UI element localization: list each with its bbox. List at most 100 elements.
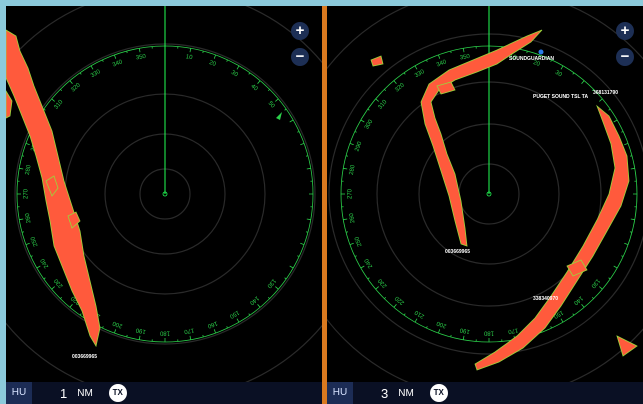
bearing-label: 130: [589, 277, 600, 289]
bearing-tick: [581, 80, 585, 84]
range-unit: NM: [398, 387, 414, 399]
bearing-tick: [550, 326, 552, 329]
bearing-tick: [43, 108, 46, 111]
bearing-tick: [367, 108, 370, 111]
bearing-label: 170: [183, 326, 195, 334]
bearing-tick: [275, 98, 279, 102]
bearing-tick: [226, 59, 228, 62]
bearing-label: 280: [349, 164, 357, 176]
bearing-tick: [630, 167, 635, 170]
bearing-tick: [226, 326, 228, 329]
bearing-tick: [462, 48, 465, 53]
bearing-label: 220: [70, 294, 82, 305]
bearing-tick: [599, 286, 603, 290]
bearing-tick: [414, 318, 418, 323]
bearing-tick: [257, 80, 261, 84]
ais-target-label[interactable]: SOUNDGUARDIAN: [509, 56, 554, 62]
bearing-label: 150: [228, 309, 240, 320]
bearing-tick: [289, 119, 294, 123]
bearing-label: 210: [413, 308, 425, 319]
ais-target-label[interactable]: 003669965: [72, 354, 98, 360]
bearing-tick: [51, 98, 55, 102]
bearing-tick: [202, 50, 204, 54]
own-ship-marker: [486, 191, 492, 197]
bearing-tick: [126, 50, 128, 54]
bearing-tick: [213, 54, 216, 59]
bearing-tick: [354, 131, 357, 133]
bearing-tick: [248, 313, 251, 316]
bearing-tick: [414, 65, 418, 70]
bearing-label: 250: [30, 235, 39, 247]
range-value[interactable]: 3: [381, 385, 389, 401]
bearing-label: 340: [112, 59, 124, 68]
transmit-button[interactable]: TX: [429, 384, 448, 402]
bearing-tick: [349, 143, 354, 146]
bearing-label: 230: [53, 277, 64, 289]
bearing-tick: [426, 326, 428, 329]
bearing-tick: [19, 218, 24, 221]
bearing-tick: [79, 313, 82, 316]
bearing-tick: [202, 334, 204, 338]
bearing-tick: [213, 329, 216, 334]
bearing-tick: [343, 218, 348, 221]
bearing-tick: [189, 335, 192, 340]
bearing-tick: [613, 265, 618, 269]
orientation-mode-button[interactable]: HU: [327, 382, 353, 404]
orientation-mode-button[interactable]: HU: [6, 382, 32, 404]
bearing-tick: [438, 329, 441, 334]
bearing-tick: [21, 231, 25, 233]
bearing-tick: [550, 59, 552, 62]
bearing-tick: [384, 89, 387, 92]
radar-display-left[interactable]: 3501020304050310320330340300290280270260…: [6, 6, 322, 404]
bearing-tick: [300, 242, 305, 245]
zoom-out-button[interactable]: −: [291, 48, 309, 66]
bearing-tick: [608, 277, 611, 280]
bearing-label: 350: [136, 54, 148, 62]
bearing-tick: [138, 335, 141, 340]
zoom-in-button[interactable]: +: [616, 22, 634, 40]
bearing-label: 310: [53, 99, 64, 111]
bearing-tick: [267, 89, 270, 92]
bearing-tick: [591, 296, 594, 299]
own-ship-marker: [162, 191, 168, 197]
bearing-label: 10: [185, 54, 193, 61]
bearing-label: 20: [208, 60, 217, 68]
bearing-tick: [630, 218, 635, 221]
bearing-tick: [297, 255, 300, 257]
bearing-tick: [345, 231, 349, 233]
zoom-in-button[interactable]: +: [291, 22, 309, 40]
bearing-tick: [90, 65, 94, 70]
bearing-tick: [69, 80, 73, 84]
bearing-tick: [393, 80, 397, 84]
bearing-tick: [25, 143, 30, 146]
bearing-label: 180: [483, 329, 494, 335]
bearing-tick: [624, 242, 629, 245]
ais-target-label[interactable]: PUGET SOUND TSL TA: [533, 94, 589, 100]
bearing-label: 290: [354, 140, 363, 152]
bearing-tick: [305, 155, 309, 157]
bearing-label: 200: [435, 319, 447, 328]
bearing-tick: [289, 265, 294, 269]
bearing-label: 50: [267, 101, 276, 110]
bearing-label: 260: [25, 212, 33, 224]
bearing-tick: [572, 313, 575, 316]
bearing-tick: [462, 335, 465, 340]
bearing-tick: [284, 277, 287, 280]
bearing-tick: [248, 72, 251, 75]
zoom-out-button[interactable]: −: [616, 48, 634, 66]
radar-pane-left[interactable]: 3501020304050310320330340300290280270260…: [6, 6, 322, 404]
ais-target-label[interactable]: 368131790: [593, 90, 619, 96]
transmit-button[interactable]: TX: [108, 384, 127, 402]
ais-target-icon[interactable]: [538, 49, 544, 55]
bearing-label: 190: [459, 326, 471, 334]
bearing-tick: [36, 265, 41, 269]
range-value[interactable]: 1: [60, 385, 68, 401]
radar-display-right[interactable]: 350 10 20 30 310 320 330 340 300 290 280 270 260 250 2…: [327, 6, 643, 404]
bearing-tick: [284, 108, 287, 111]
pane-divider[interactable]: [322, 6, 327, 404]
ais-target-label[interactable]: 003669965: [445, 249, 471, 255]
ais-target-label[interactable]: 338340970: [533, 296, 559, 302]
bearing-tick: [30, 255, 33, 257]
radar-pane-right[interactable]: 350 10 20 30 310 320 330 340 300 290 280 270 260 250 2…: [327, 6, 643, 404]
